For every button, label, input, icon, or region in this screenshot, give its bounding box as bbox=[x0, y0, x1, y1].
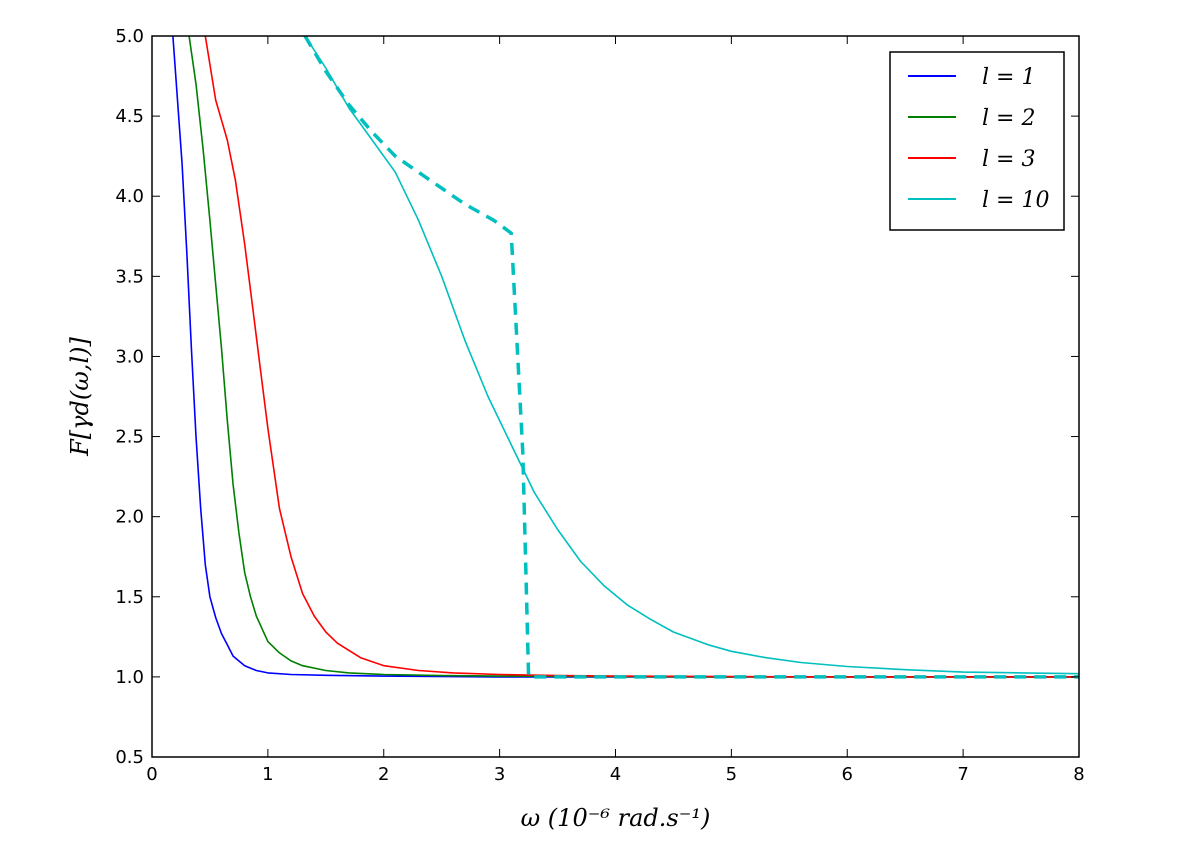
x-tick-label: 3 bbox=[494, 764, 505, 785]
y-tick-label: 3.5 bbox=[115, 266, 144, 287]
legend-label: l = 2 bbox=[982, 106, 1035, 131]
x-tick-label: 6 bbox=[842, 764, 853, 785]
y-axis-ticks: 0.5 1.0 1.5 2.0 2.5 3.0 3.5 4.0 4.5 5.0 bbox=[115, 26, 1079, 768]
x-axis-ticks: 0 1 2 3 4 5 6 7 8 bbox=[146, 36, 1085, 785]
y-tick-label: 2.5 bbox=[115, 427, 144, 448]
x-tick-label: 8 bbox=[1073, 764, 1084, 785]
x-tick-label: 2 bbox=[378, 764, 389, 785]
legend-box bbox=[889, 51, 1065, 231]
legend-label: l = 3 bbox=[982, 147, 1035, 172]
y-axis-label: F[γd(ω,l)] bbox=[66, 337, 94, 457]
y-tick-label: 1.5 bbox=[115, 587, 144, 608]
x-tick-label: 5 bbox=[726, 764, 737, 785]
series-line-3 bbox=[304, 36, 1079, 675]
y-tick-label: 4.0 bbox=[115, 186, 144, 207]
y-tick-label: 4.5 bbox=[115, 106, 144, 127]
y-tick-label: 1.0 bbox=[115, 667, 144, 688]
y-tick-label: 0.5 bbox=[115, 747, 144, 768]
x-tick-label: 7 bbox=[957, 764, 968, 785]
y-tick-label: 5.0 bbox=[115, 26, 144, 47]
x-axis-label: ω (10⁻⁶ rad.s⁻¹) bbox=[521, 804, 711, 832]
y-tick-label: 3.0 bbox=[115, 346, 144, 367]
legend-label: l = 10 bbox=[982, 188, 1049, 213]
x-tick-label: 4 bbox=[610, 764, 621, 785]
legend-label: l = 1 bbox=[982, 65, 1035, 90]
legend: l = 1 l = 2 l = 3 l = 10 bbox=[889, 51, 1065, 231]
x-tick-label: 1 bbox=[262, 764, 273, 785]
x-tick-label: 0 bbox=[146, 764, 157, 785]
y-tick-label: 2.0 bbox=[115, 507, 144, 528]
plot-lines bbox=[172, 36, 1079, 679]
